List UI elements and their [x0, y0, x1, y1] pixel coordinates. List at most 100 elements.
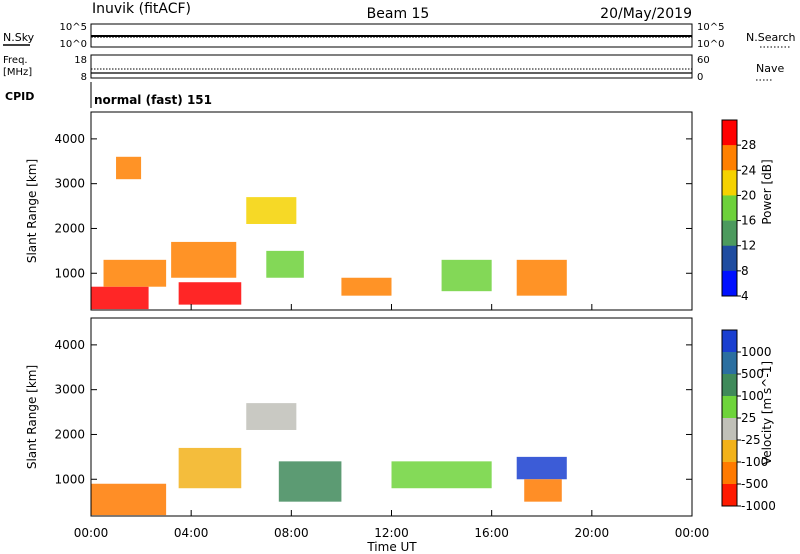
power-panel: 1000 2000 3000 4000 Slant Range [km] 28 24 20… [25, 111, 774, 311]
velocity-colorbar-label: Velocity [m s^-1] [760, 361, 774, 465]
velocity-region-0 [91, 483, 167, 516]
velocity-colorbar-tick-label: -25 [741, 433, 761, 447]
date-title: 20/May/2019 [600, 6, 692, 22]
power-colorbar-label: Power [dB] [760, 159, 774, 224]
x-tick-label: 20:00 [575, 526, 610, 540]
freq-label-line1: Freq. [3, 55, 28, 66]
velocity-panel: 1000 2000 3000 4000 Slant Range [km] 1000 50… [25, 317, 776, 517]
power-colorbar-swatch [722, 270, 737, 297]
power-colorbar-swatch [722, 245, 737, 272]
velocity-data-regions [91, 403, 567, 516]
power-colorbar-tick-label: 8 [741, 264, 749, 278]
power-ytick-label: 4000 [54, 132, 85, 146]
power-colorbar-swatch [722, 170, 737, 196]
power-colorbar-tick-label: 20 [741, 188, 756, 202]
velocity-region-2 [246, 403, 297, 430]
velocity-colorbar-tick-label: 100 [741, 389, 764, 403]
power-region-9 [516, 259, 567, 296]
power-colorbar-tick-label: 16 [741, 214, 756, 228]
power-colorbar: 28 24 20 16 12 8 4 [721, 119, 756, 303]
velocity-ytick-label: 1000 [54, 472, 85, 486]
power-region-5 [246, 197, 297, 224]
x-tick-label: 00:00 [675, 526, 710, 540]
velocity-ytick-label: 3000 [54, 383, 85, 397]
power-colorbar-tick-label: 12 [741, 239, 756, 253]
x-tick-label: 04:00 [174, 526, 209, 540]
velocity-colorbar-swatch [722, 330, 737, 353]
noise-left-bottom-tick: 10^0 [60, 39, 87, 50]
velocity-colorbar-tick-label: 500 [741, 367, 764, 381]
noise-left-top-tick: 10^5 [60, 22, 87, 33]
power-region-3 [178, 282, 242, 305]
power-data-regions [91, 156, 567, 310]
x-tick-label: 08:00 [274, 526, 309, 540]
velocity-region-1 [178, 447, 242, 489]
velocity-region-6 [524, 479, 562, 502]
velocity-colorbar-swatch [722, 374, 737, 397]
station-title: Inuvik (fitACF) [92, 1, 191, 17]
velocity-colorbar-tick-label: -100 [741, 455, 768, 469]
power-ytick-label: 1000 [54, 266, 85, 280]
power-colorbar-swatch [722, 195, 737, 221]
noise-search-label: N.Search [746, 31, 796, 44]
power-ytick-label: 2000 [54, 221, 85, 235]
velocity-colorbar-swatch [722, 418, 737, 441]
noise-sky-label: N.Sky [3, 31, 35, 44]
power-region-2 [116, 156, 142, 180]
freq-bottom-tick: 8 [81, 72, 87, 83]
power-colorbar-swatch [722, 145, 737, 171]
power-region-1 [103, 259, 167, 287]
power-colorbar-frame [721, 119, 738, 297]
x-tick-label: 12:00 [374, 526, 409, 540]
nave-label: Nave [756, 62, 784, 75]
velocity-colorbar-tick-label: 1000 [741, 345, 772, 359]
power-colorbar-swatch [722, 220, 737, 247]
power-colorbar-swatch [722, 120, 737, 146]
velocity-region-4 [391, 461, 492, 489]
nave-bottom-tick: 0 [697, 72, 703, 83]
noise-right-top-tick: 10^5 [697, 22, 724, 33]
power-region-7 [341, 277, 392, 296]
velocity-ytick-label: 2000 [54, 427, 85, 441]
cpid-mode-text: normal (fast) 151 [94, 93, 212, 107]
x-axis-label: Time UT [366, 540, 417, 554]
nave-top-tick: 60 [697, 55, 710, 66]
power-region-0 [91, 286, 149, 310]
velocity-ytick-label: 4000 [54, 338, 85, 352]
velocity-colorbar-tick-label: -1000 [741, 499, 776, 513]
freq-panel-frame [90, 54, 693, 79]
power-region-6 [266, 250, 304, 278]
velocity-y-ticks: 1000 2000 3000 4000 [54, 338, 692, 486]
x-tick-label: 16:00 [474, 526, 509, 540]
x-axis-ticks: 00:00 04:00 08:00 12:00 16:00 20:00 00:00 [74, 304, 710, 540]
power-region-4 [171, 241, 237, 278]
power-ylabel: Slant Range [km] [25, 159, 39, 263]
freq-panel: Freq. [MHz] 18 8 60 0 Nave [3, 54, 784, 83]
noise-right-bottom-tick: 10^0 [697, 39, 724, 50]
velocity-colorbar-tick-label: 25 [741, 411, 756, 425]
cpid-panel: CPID normal (fast) 151 [5, 82, 212, 108]
beam-title: Beam 15 [367, 6, 430, 22]
velocity-colorbar-swatch [722, 440, 737, 463]
power-colorbar-tick-label: 24 [741, 163, 756, 177]
x-tick-label: 00:00 [74, 526, 109, 540]
velocity-colorbar-swatch [722, 484, 737, 507]
velocity-colorbar-tick-label: -500 [741, 477, 768, 491]
freq-top-tick: 18 [74, 55, 87, 66]
velocity-colorbar-swatch [722, 396, 737, 419]
velocity-colorbar-swatch [722, 352, 737, 375]
power-colorbar-tick-label: 28 [741, 138, 756, 152]
cpid-label: CPID [5, 90, 34, 103]
noise-panel: N.Sky 10^5 10^0 10^5 10^0 N.Search [3, 22, 796, 50]
velocity-region-3 [278, 461, 342, 502]
velocity-colorbar: 1000 500 100 25 -25 -100 -500 -1000 [721, 329, 776, 513]
velocity-ylabel: Slant Range [km] [25, 365, 39, 469]
freq-label-line2: [MHz] [3, 67, 32, 78]
power-region-8 [441, 259, 492, 292]
power-y-ticks: 1000 2000 3000 4000 [54, 132, 692, 280]
power-ytick-label: 3000 [54, 177, 85, 191]
velocity-region-5 [516, 456, 567, 480]
velocity-colorbar-swatch [722, 462, 737, 485]
power-colorbar-tick-label: 4 [741, 289, 749, 303]
